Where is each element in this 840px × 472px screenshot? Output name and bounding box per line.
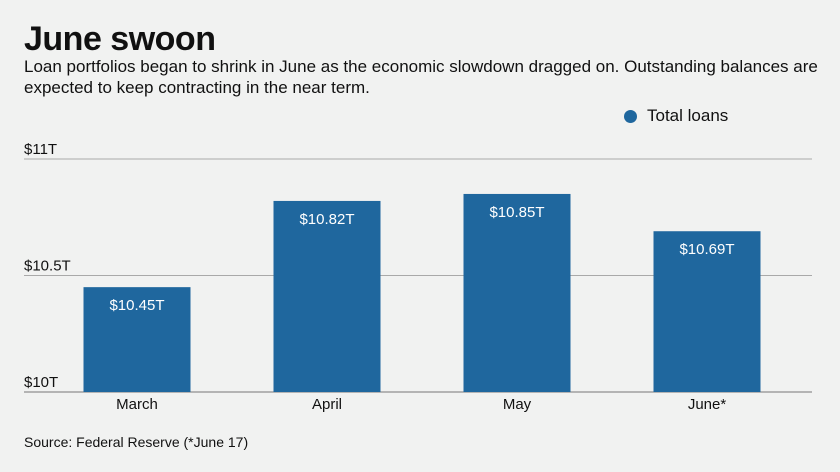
data-label: $10.85T — [489, 204, 544, 221]
data-label: $10.82T — [299, 211, 354, 228]
bar — [273, 200, 381, 392]
x-tick-label: March — [116, 396, 158, 413]
y-tick-label: $10.5T — [24, 258, 71, 275]
chart-subtitle: Loan portfolios began to shrink in June … — [24, 57, 818, 97]
data-label: $10.45T — [109, 297, 164, 314]
x-tick-label: June* — [688, 396, 727, 413]
legend-swatch — [624, 109, 637, 123]
chart-title: June swoon — [24, 20, 216, 58]
legend: Total loans — [624, 106, 728, 126]
bar — [653, 231, 761, 392]
bar — [463, 193, 571, 392]
y-tick-label: $10T — [24, 374, 58, 391]
bar — [83, 287, 191, 392]
x-tick-label: May — [503, 396, 532, 413]
data-label: $10.69T — [679, 241, 734, 258]
legend-label: Total loans — [647, 106, 729, 125]
source-note: Source: Federal Reserve (*June 17) — [24, 434, 249, 450]
x-tick-label: April — [312, 396, 342, 413]
y-tick-label: $11T — [24, 141, 57, 158]
